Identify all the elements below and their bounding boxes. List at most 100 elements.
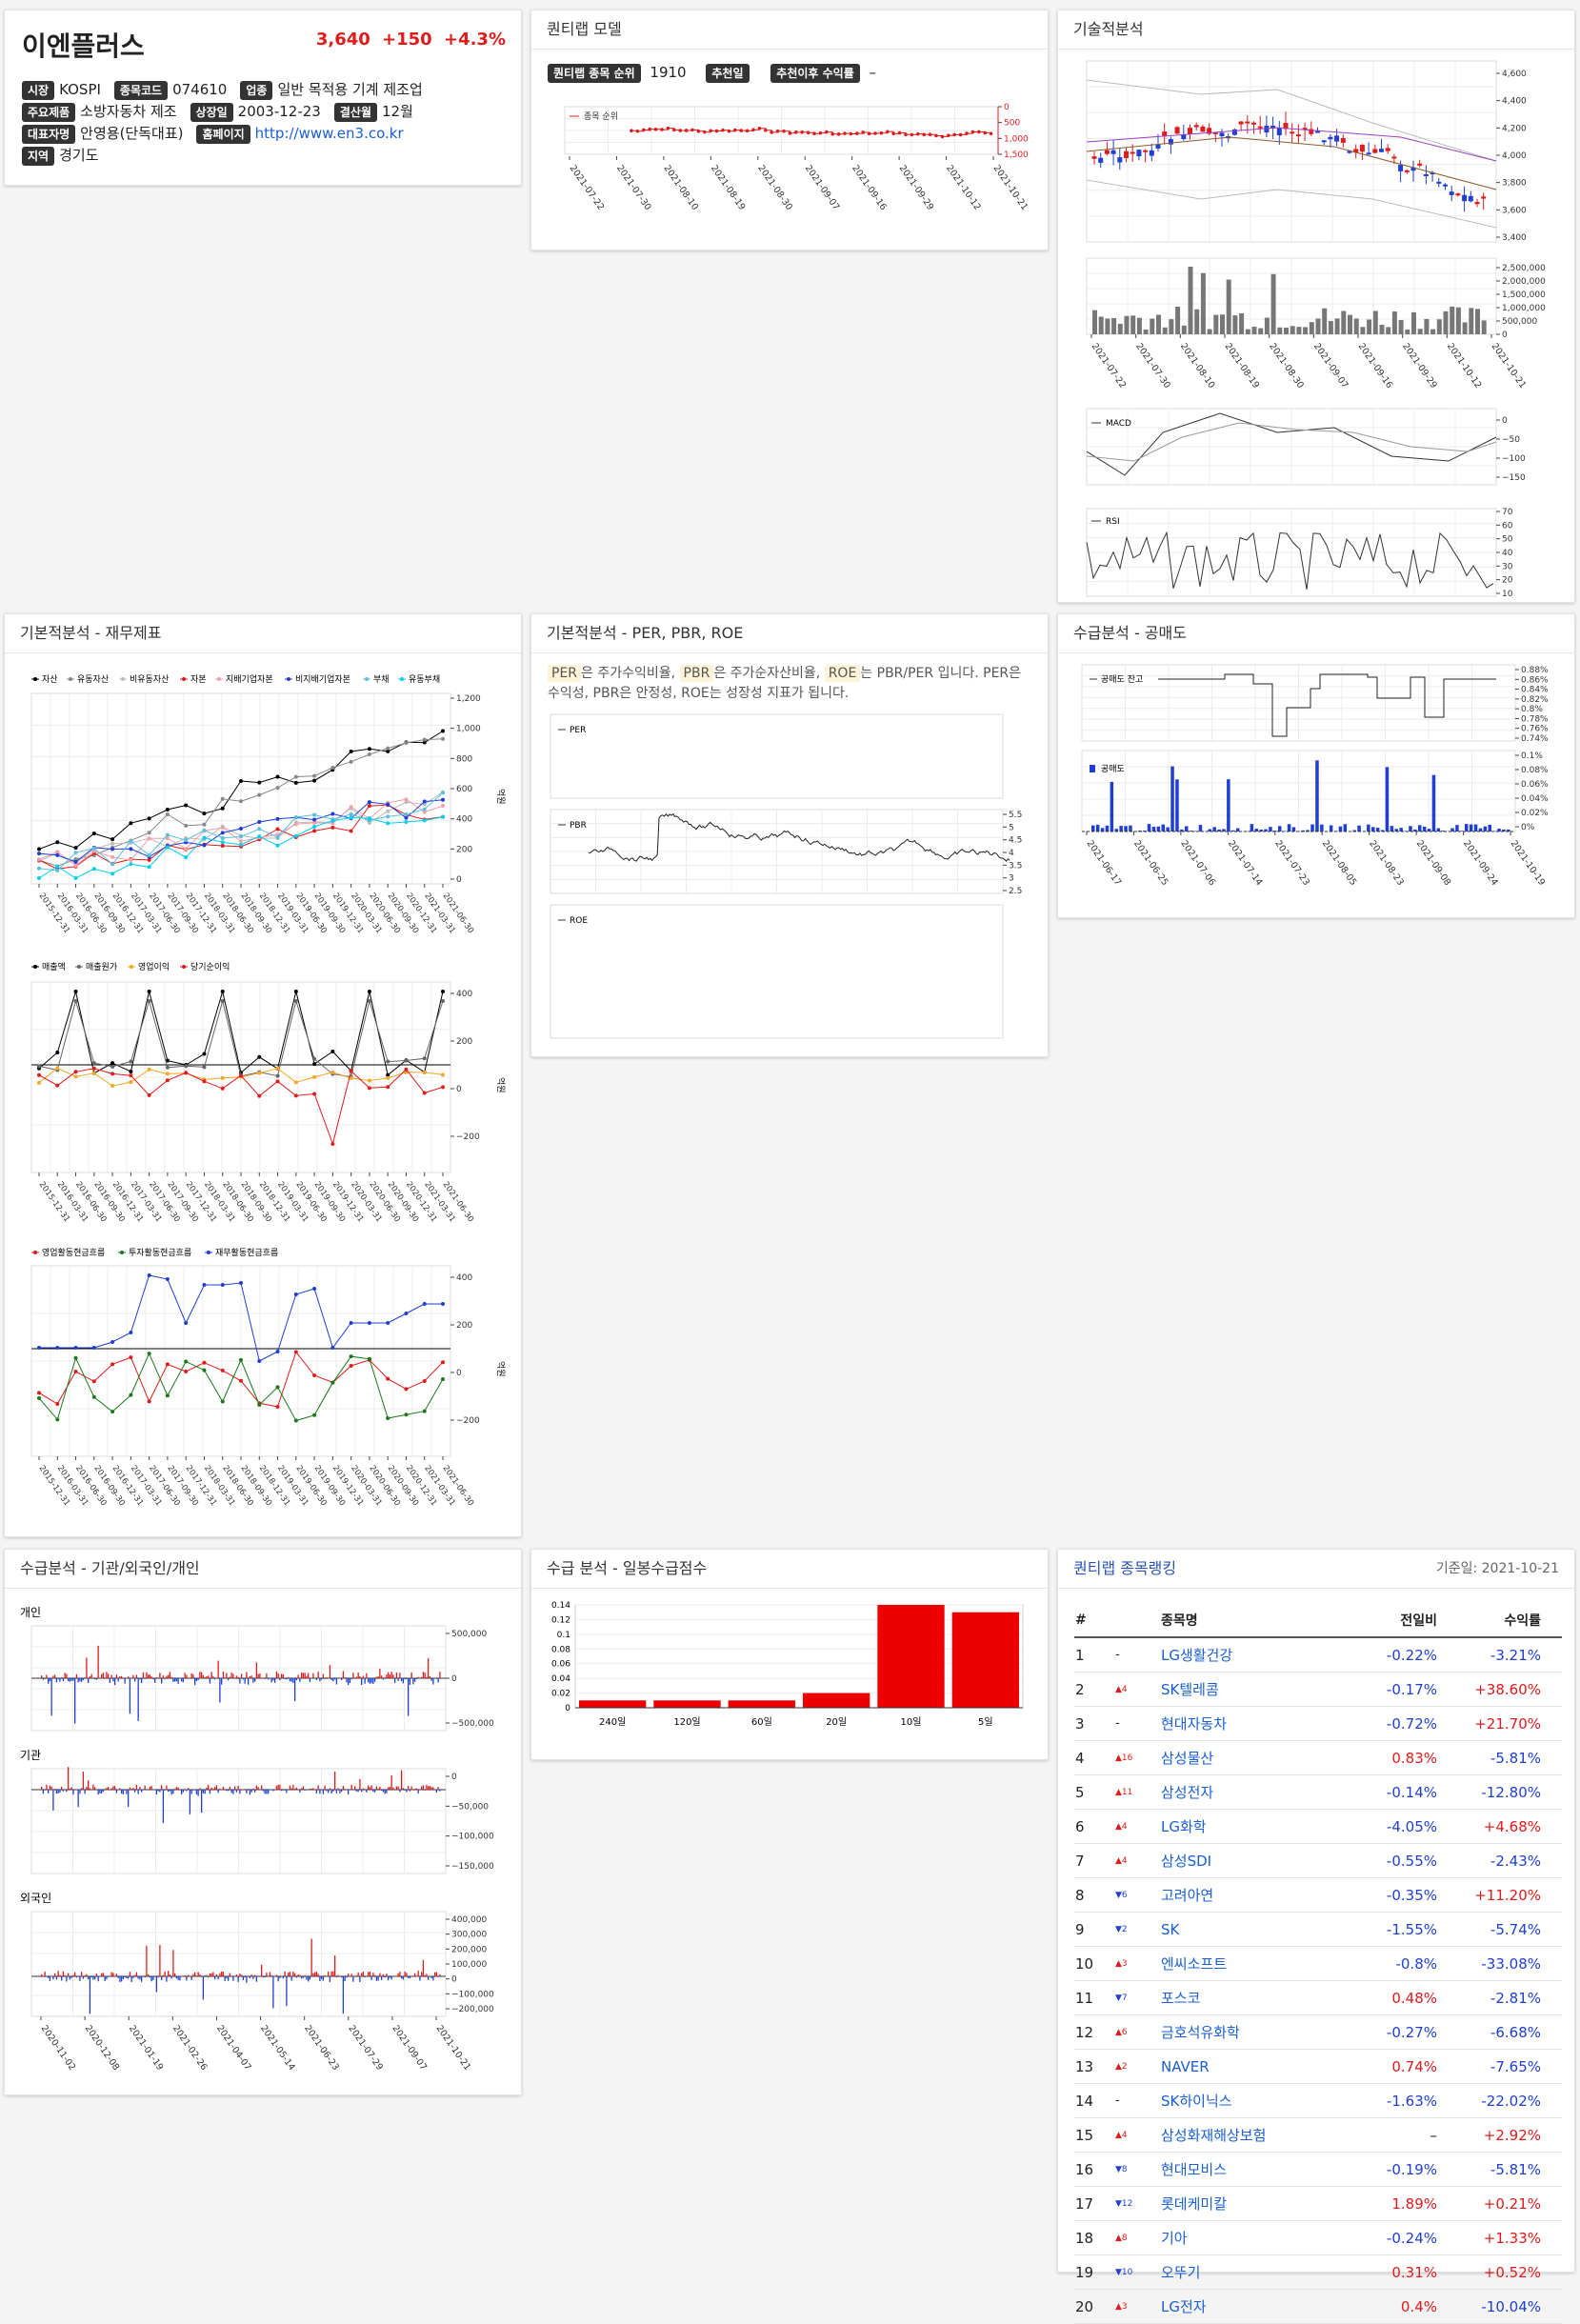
flow-xtick-label: 20일 <box>826 1716 847 1728</box>
stock-name[interactable]: LG전자 <box>1160 2290 1350 2324</box>
legend-marker <box>400 677 404 681</box>
homepage-link[interactable]: http://www.en3.co.kr <box>255 125 404 142</box>
rank-point <box>947 133 950 137</box>
fin2-tick-label: −200 <box>456 1132 480 1142</box>
candle-body <box>1334 135 1339 141</box>
foreign-bar <box>239 1973 240 1976</box>
rank-number: 6 <box>1074 1810 1114 1844</box>
ranking-row[interactable]: 14-SK하이닉스-1.63%-22.02% <box>1074 2084 1562 2118</box>
individual-bar <box>294 1678 295 1701</box>
institution-bar <box>418 1790 419 1793</box>
institution-bar <box>238 1786 239 1790</box>
foreign-tick-label: 100,000 <box>451 1960 487 1970</box>
fin2-tick-label: 200 <box>456 1037 472 1047</box>
move-up-icon: ▲3 <box>1115 1959 1128 1969</box>
stock-name[interactable]: 삼성전자 <box>1160 1775 1350 1810</box>
institution-tick-label: −150,000 <box>451 1862 494 1872</box>
fin-point <box>350 760 353 764</box>
stock-name[interactable]: 금호석유화학 <box>1160 2015 1350 2050</box>
short-sell-bar <box>1250 824 1254 831</box>
candle-body <box>1194 125 1199 127</box>
volume-bar <box>1373 311 1378 334</box>
volume-xtick-label: 2021-08-19 <box>1223 341 1262 391</box>
stock-name[interactable]: 삼성물산 <box>1160 1741 1350 1775</box>
fin-point <box>312 829 316 832</box>
stock-name[interactable]: 포스코 <box>1160 1981 1350 2015</box>
fin-point <box>386 1416 390 1420</box>
individual-bar <box>423 1672 424 1678</box>
info-key: 주요제품 <box>22 103 75 122</box>
fin-point <box>110 1362 114 1366</box>
stock-name[interactable]: NAVER <box>1160 2050 1350 2084</box>
individual-bar <box>83 1678 84 1680</box>
institution-bar <box>199 1788 200 1790</box>
daily-change: -0.27% <box>1350 2015 1445 2050</box>
institution-bar <box>166 1786 167 1790</box>
fin-point <box>404 1412 408 1416</box>
fin-point <box>239 1281 243 1285</box>
individual-bar <box>246 1672 247 1678</box>
legend-label: 비유동자산 <box>130 674 169 685</box>
stock-name[interactable]: 기아 <box>1160 2221 1350 2255</box>
fin-point <box>257 1359 261 1363</box>
ranking-row[interactable]: 3-현대자동차-0.72%+21.70% <box>1074 1707 1562 1741</box>
foreign-bar <box>276 1974 277 1976</box>
stock-name[interactable]: 삼성화재해상보험 <box>1160 2118 1350 2153</box>
stock-name[interactable]: SK하이닉스 <box>1160 2084 1350 2118</box>
fin-point <box>257 820 261 824</box>
stock-name[interactable]: 현대모비스 <box>1160 2153 1350 2187</box>
foreign-bar <box>79 1976 80 1981</box>
stock-name[interactable]: 롯데케미칼 <box>1160 2187 1350 2221</box>
fin-point <box>184 1359 188 1363</box>
foreign-bar <box>363 1972 364 1976</box>
stock-name[interactable]: LG화학 <box>1160 1810 1350 1844</box>
stock-name[interactable]: 오뚜기 <box>1160 2255 1350 2290</box>
short-bal-tick-label: 0.78% <box>1521 714 1549 724</box>
foreign-bar <box>179 1976 180 1980</box>
stock-name[interactable]: 현대자동차 <box>1160 1707 1350 1741</box>
individual-bar <box>185 1673 186 1678</box>
ranking-row[interactable]: 1-LG생활건강-0.22%-3.21% <box>1074 1637 1562 1673</box>
fin-point <box>74 846 78 850</box>
institution-bar <box>112 1786 113 1790</box>
rank-point <box>721 129 725 132</box>
stock-name[interactable]: SK텔레콤 <box>1160 1673 1350 1707</box>
institution-bar <box>241 1789 242 1790</box>
individual-bar <box>148 1674 149 1678</box>
fin-point <box>276 844 280 848</box>
institution-bar <box>279 1785 280 1790</box>
stock-name[interactable]: 삼성SDI <box>1160 1844 1350 1878</box>
stock-name[interactable]: 엔씨소프트 <box>1160 1947 1350 1981</box>
individual-bar <box>72 1678 73 1681</box>
candle-body <box>1455 193 1460 195</box>
volume-bar <box>1475 309 1480 334</box>
stock-name[interactable]: SK <box>1160 1913 1350 1947</box>
stock-name[interactable]: 고려아연 <box>1160 1878 1350 1913</box>
candle-body <box>1367 152 1371 154</box>
individual-bar <box>358 1673 359 1678</box>
fin-point <box>129 847 132 851</box>
candle-body <box>1450 191 1454 195</box>
rank-point <box>715 130 719 133</box>
institution-bar <box>234 1786 235 1790</box>
stock-name[interactable]: LG생활건강 <box>1160 1637 1350 1673</box>
